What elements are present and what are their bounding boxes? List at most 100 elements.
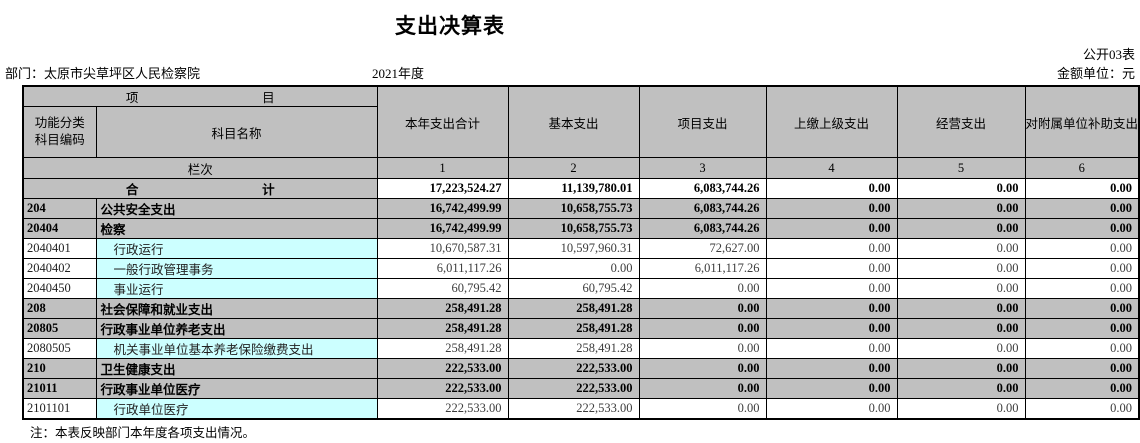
header-row-item: 项 目 本年支出合计 基本支出 项目支出 上缴上级支出 经营支出 对附属单位补助… [22, 85, 1140, 158]
subject-name-cell: 检察 [95, 218, 378, 239]
value-cell: 0.00 [896, 218, 1026, 239]
subject-name-cell: 公共安全支出 [95, 198, 378, 219]
value-cell: 0.00 [1024, 358, 1140, 379]
value-cell: 0.00 [1024, 278, 1140, 299]
table-row: 204 公共安全支出 16,742,499.99 10,658,755.73 6… [22, 198, 1140, 219]
value-cell: 0.00 [1024, 338, 1140, 359]
fiscal-year-label: 2021年度 [372, 66, 425, 81]
table-row: 21011 行政事业单位医疗 222,533.00 222,533.00 0.0… [22, 378, 1140, 399]
value-cell: 222,533.00 [507, 378, 640, 399]
value-cell: 17,223,524.27 [376, 178, 509, 199]
value-cell: 0.00 [638, 398, 767, 420]
subject-code-cell: 2101101 [22, 398, 97, 420]
subject-name-cell: 行政运行 [95, 238, 378, 259]
value-cell: 0.00 [1024, 218, 1140, 239]
value-cell: 0.00 [765, 378, 898, 399]
subject-code-cell: 21011 [22, 378, 97, 399]
header-row-subject: 功能分类 科目编码 科目名称 [22, 106, 1139, 158]
item-header-cell: 项 目 [22, 85, 378, 107]
value-cell: 0.00 [896, 298, 1026, 319]
value-cell: 0.00 [896, 358, 1026, 379]
value-cell: 10,658,755.73 [507, 218, 640, 239]
value-cell: 6,083,744.26 [638, 218, 767, 239]
value-cell: 10,658,755.73 [507, 198, 640, 219]
value-cell: 0.00 [638, 298, 767, 319]
value-cell: 0.00 [765, 218, 898, 239]
total-label-char: 合 [125, 183, 139, 197]
value-cell: 0.00 [1024, 298, 1140, 319]
value-cell: 0.00 [765, 198, 898, 219]
value-cell: 222,533.00 [507, 358, 640, 379]
table-row: 2080505 机关事业单位基本养老保险缴费支出 258,491.28 258,… [22, 338, 1140, 359]
value-cell: 0.00 [896, 378, 1026, 399]
value-cell: 0.00 [1024, 198, 1140, 219]
value-cell: 0.00 [765, 298, 898, 319]
column-header-upward: 上缴上级支出 [765, 85, 898, 158]
expenditure-table: 项 目 本年支出合计 基本支出 项目支出 上缴上级支出 经营支出 对附属单位补助… [22, 85, 1140, 420]
value-cell: 222,533.00 [376, 358, 509, 379]
value-cell: 11,139,780.01 [507, 178, 640, 199]
value-cell: 258,491.28 [376, 338, 509, 359]
value-cell: 0.00 [1024, 398, 1140, 420]
value-cell: 0.00 [1024, 178, 1140, 199]
value-cell: 0.00 [507, 258, 640, 279]
value-cell: 0.00 [765, 358, 898, 379]
subject-name-cell: 行政事业单位养老支出 [95, 318, 378, 339]
column-header-basic: 基本支出 [507, 85, 640, 158]
value-cell: 16,742,499.99 [376, 198, 509, 219]
value-cell: 0.00 [1024, 378, 1140, 399]
subject-code-cell: 2080505 [22, 338, 97, 359]
value-cell: 6,083,744.26 [638, 178, 767, 199]
subject-code-cell: 208 [22, 298, 97, 319]
value-cell: 0.00 [896, 398, 1026, 420]
subject-name-cell: 机关事业单位基本养老保险缴费支出 [95, 338, 378, 359]
column-index: 6 [1024, 157, 1140, 179]
item-header-char: 项 [125, 91, 139, 105]
column-index-row: 栏次 1 2 3 4 5 6 [22, 157, 1140, 179]
subject-name-cell: 卫生健康支出 [95, 358, 378, 379]
doc-number-label: 公开03表 [1082, 47, 1135, 62]
column-index: 5 [896, 157, 1026, 179]
subject-name-cell: 一般行政管理事务 [95, 258, 378, 279]
value-cell: 0.00 [638, 318, 767, 339]
value-cell: 0.00 [638, 358, 767, 379]
subject-name-cell: 行政单位医疗 [95, 398, 378, 420]
value-cell: 0.00 [638, 338, 767, 359]
footnote: 注：本表反映部门本年度各项支出情况。 [30, 426, 256, 440]
value-cell: 0.00 [896, 258, 1026, 279]
value-cell: 0.00 [896, 238, 1026, 259]
value-cell: 0.00 [765, 338, 898, 359]
table-row: 2101101 行政单位医疗 222,533.00 222,533.00 0.0… [22, 398, 1140, 420]
value-cell: 0.00 [765, 398, 898, 420]
table-row: 2040402 一般行政管理事务 6,011,117.26 0.00 6,011… [22, 258, 1140, 279]
total-label-char: 计 [262, 183, 275, 197]
value-cell: 60,795.42 [376, 278, 509, 299]
value-cell: 0.00 [638, 278, 767, 299]
table-row: 208 社会保障和就业支出 258,491.28 258,491.28 0.00… [22, 298, 1140, 319]
value-cell: 0.00 [765, 278, 898, 299]
column-header-project: 项目支出 [638, 85, 767, 158]
column-header-name: 科目名称 [95, 106, 378, 158]
subject-code-cell: 204 [22, 198, 97, 219]
value-cell: 0.00 [896, 318, 1026, 339]
value-cell: 0.00 [1024, 318, 1140, 339]
subject-code-cell: 20805 [22, 318, 97, 339]
table-row: 20404 检察 16,742,499.99 10,658,755.73 6,0… [22, 218, 1140, 239]
value-cell: 0.00 [765, 238, 898, 259]
value-cell: 0.00 [896, 198, 1026, 219]
department-label: 部门：太原市尖草坪区人民检察院 [5, 66, 201, 81]
value-cell: 0.00 [1024, 238, 1140, 259]
value-cell: 6,083,744.26 [638, 198, 767, 219]
value-cell: 258,491.28 [507, 298, 640, 319]
value-cell: 72,627.00 [638, 238, 767, 259]
value-cell: 0.00 [638, 378, 767, 399]
value-cell: 0.00 [1024, 258, 1140, 279]
value-cell: 0.00 [896, 278, 1026, 299]
value-cell: 0.00 [765, 318, 898, 339]
subject-code-cell: 2040450 [22, 278, 97, 299]
value-cell: 258,491.28 [376, 318, 509, 339]
subject-name-cell: 社会保障和就业支出 [95, 298, 378, 319]
page-title: 支出决算表 [395, 14, 505, 38]
column-index: 1 [376, 157, 509, 179]
